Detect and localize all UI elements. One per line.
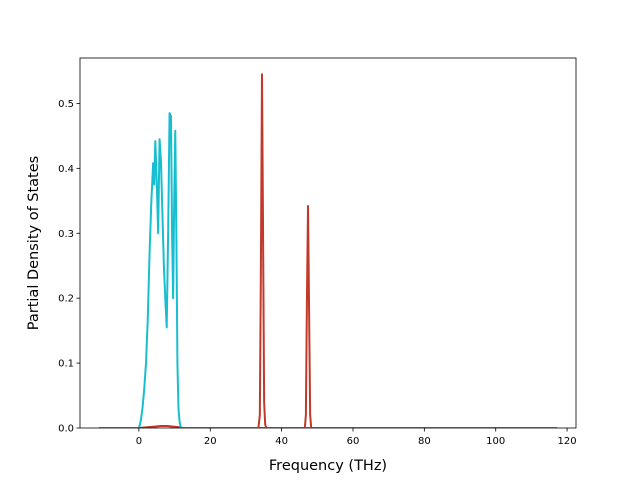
y-tick-label: 0.0 — [58, 424, 74, 435]
series-layer — [98, 73, 558, 428]
series-line-2 — [98, 112, 558, 428]
y-tick-label: 0.5 — [58, 99, 74, 110]
series-line-1 — [98, 73, 558, 428]
x-axis: 0 20 40 60 80 100 120 — [136, 428, 577, 447]
y-tick-label: 0.1 — [58, 359, 74, 370]
x-tick-label: 100 — [486, 436, 505, 447]
x-tick-label: 0 — [136, 436, 142, 447]
x-tick-label: 40 — [275, 436, 288, 447]
plot-frame — [79, 57, 577, 429]
x-tick-label: 120 — [558, 436, 577, 447]
y-axis: 0.0 0.1 0.2 0.3 0.4 0.5 — [58, 99, 80, 435]
y-axis-title: Partial Density of States — [26, 156, 42, 330]
x-tick-label: 60 — [347, 436, 360, 447]
y-tick-label: 0.2 — [58, 294, 74, 305]
x-tick-label: 20 — [204, 436, 217, 447]
x-axis-title: Frequency (THz) — [269, 458, 387, 474]
y-tick-label: 0.4 — [58, 164, 74, 175]
x-tick-label: 80 — [418, 436, 431, 447]
y-tick-label: 0.3 — [58, 229, 74, 240]
